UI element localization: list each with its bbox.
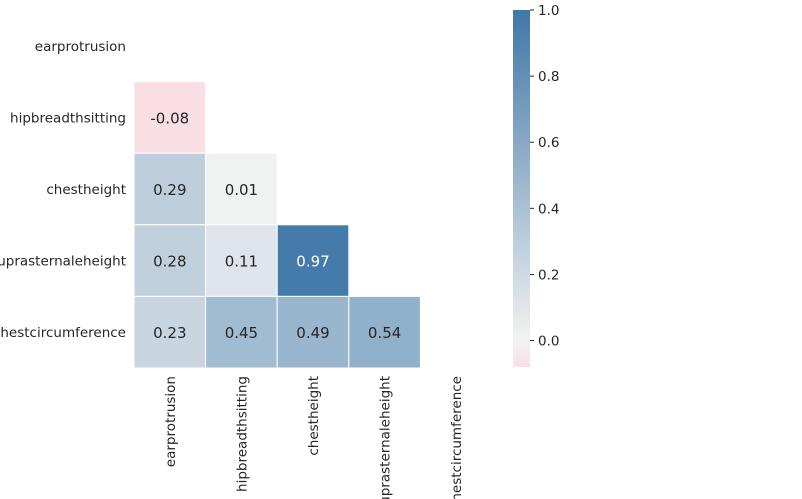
colorbar-tick-label: 0.8 — [538, 69, 559, 85]
cell-value-label: -0.08 — [150, 109, 189, 127]
heatmap-cell — [205, 295, 278, 369]
x-tick-label: hipbreadthsitting — [234, 376, 250, 492]
x-tick-label: suprasternaleheight — [378, 376, 394, 499]
colorbar-tick-label: 1.0 — [538, 3, 559, 19]
cell-value-label: 0.23 — [153, 324, 186, 342]
x-tick-label: chestcircumference — [449, 376, 465, 499]
cell-value-label: 0.29 — [153, 181, 186, 199]
y-tick-label: hipbreadthsitting — [10, 110, 126, 126]
x-tick-labels: earprotrusion hipbreadthsitting chestheigh… — [163, 376, 465, 499]
cell-value-label: 0.97 — [296, 253, 329, 271]
heatmap-cell — [133, 152, 207, 226]
colorbar-ticks: 1.0 0.8 0.6 0.4 0.2 0.0 — [530, 3, 559, 350]
y-tick-label: chestcircumference — [0, 325, 126, 341]
heatmap-cell — [348, 295, 421, 369]
cell-value-label: 0.54 — [368, 324, 401, 342]
y-tick-label: earprotrusion — [35, 39, 126, 55]
heatmap-cell — [133, 81, 207, 154]
colorbar-tick-label: 0.4 — [538, 201, 559, 217]
y-tick-label: suprasternaleheight — [0, 254, 126, 270]
colorbar-tick-label: 0.6 — [538, 135, 559, 151]
colorbar-tick-label: 0.0 — [538, 334, 559, 350]
cell-value-label: 0.01 — [225, 181, 258, 199]
cell-value-label: 0.28 — [153, 253, 186, 271]
cell-value-label: 0.49 — [296, 324, 329, 342]
heatmap-cell — [205, 152, 278, 226]
x-tick-label: earprotrusion — [163, 376, 179, 467]
heatmap-cell — [133, 224, 207, 297]
heatmap-cell — [276, 224, 350, 297]
heatmap-cells: -0.08 0.29 0.01 0.28 0.11 0.97 0.23 0.45 0.49 0.5… — [133, 81, 421, 369]
x-tick-label: chestheight — [306, 376, 322, 456]
heatmap-cell — [276, 295, 350, 369]
colorbar-tick-label: 0.2 — [538, 267, 559, 283]
colorbar-gradient — [513, 10, 530, 367]
cell-value-label: 0.45 — [225, 324, 258, 342]
y-tick-labels: earprotrusion hipbreadthsitting chestheigh… — [0, 39, 126, 341]
colorbar: 1.0 0.8 0.6 0.4 0.2 0.0 — [513, 3, 559, 367]
cell-value-label: 0.11 — [225, 253, 258, 271]
y-tick-label: chestheight — [46, 182, 126, 198]
heatmap-cell — [133, 295, 207, 369]
